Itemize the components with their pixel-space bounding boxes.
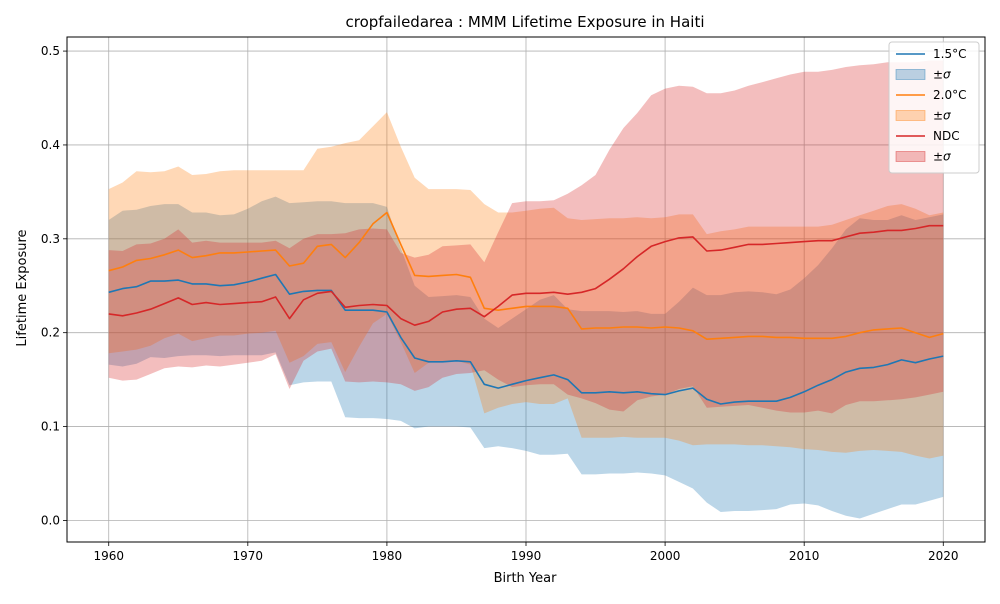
y-tick-label: 0.5 <box>41 44 60 58</box>
legend-label: 1.5°C <box>933 47 966 61</box>
x-tick-label: 1970 <box>233 549 264 563</box>
line-series-0 <box>108 273 944 405</box>
legend-band-swatch <box>895 110 926 121</box>
y-tick-label: 0.4 <box>41 138 60 152</box>
x-tick-label: 2010 <box>789 549 820 563</box>
legend-band-label: ±σ <box>933 150 951 164</box>
y-axis-label: Lifetime Exposure <box>15 229 30 346</box>
bands <box>108 60 944 519</box>
legend-band-swatch <box>895 151 926 162</box>
x-tick-label: 1960 <box>93 549 124 563</box>
legend-box <box>888 41 980 174</box>
legend-band-label: ±σ <box>933 109 951 123</box>
y-tick-label: 0.2 <box>41 326 60 340</box>
legend-band-label: ±σ <box>933 68 951 82</box>
y-tick-label: 0.1 <box>41 420 60 434</box>
legend: 1.5°C ±σ 2.0°C ±σ NDC ±σ <box>888 41 980 174</box>
legend-label: 2.0°C <box>933 88 966 102</box>
line-series-1 <box>108 211 944 341</box>
legend-label: NDC <box>933 129 960 143</box>
band-series-0 <box>108 196 944 519</box>
band-series-2 <box>108 60 944 414</box>
line-series-2 <box>108 224 944 327</box>
x-axis-label: Birth Year <box>494 571 558 586</box>
x-tick-label: 1990 <box>511 549 542 563</box>
x-tick-label: 1980 <box>372 549 403 563</box>
chart-title: cropfailedarea : MMM Lifetime Exposure i… <box>345 13 704 31</box>
x-tick-label: 2000 <box>650 549 681 563</box>
ticks: 1960 1970 1980 1990 2000 2010 2020 0.0 0.1 0.2 0.3… <box>41 44 959 563</box>
series-lines <box>108 211 944 405</box>
grid <box>67 37 985 542</box>
legend-band-swatch <box>895 69 926 80</box>
band-series-1 <box>108 112 944 459</box>
y-tick-label: 0.3 <box>41 232 60 246</box>
y-tick-label: 0.0 <box>41 513 60 527</box>
x-tick-label: 2020 <box>928 549 959 563</box>
